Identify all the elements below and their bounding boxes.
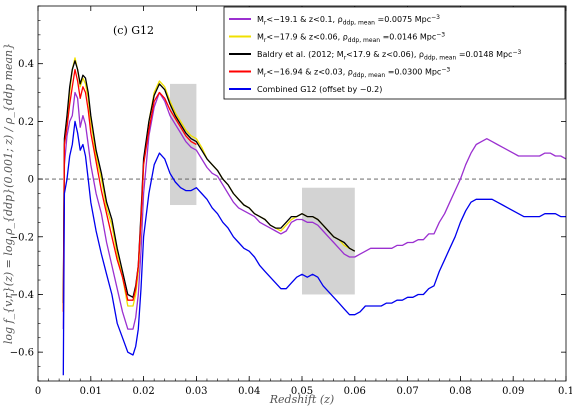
- series-line-1: [62, 91, 567, 330]
- series-line-5: [62, 120, 566, 376]
- x-tick-label: 0.06: [344, 386, 366, 397]
- y-tick-label: 0.4: [18, 59, 34, 70]
- legend-label-1: Mr<−19.1 & z<0.1, ρddp, mean =0.0075 Mpc…: [257, 14, 440, 27]
- legend-label-4: Mr<−16.94 & z<0.03, ρddp, mean =0.0300 M…: [257, 67, 450, 80]
- x-tick-label: 0.08: [449, 386, 471, 397]
- shaded-region-1: [170, 83, 197, 206]
- x-tick-label: 0: [35, 386, 41, 397]
- series-layer: [62, 57, 567, 376]
- y-tick-label: −0.6: [10, 348, 34, 359]
- x-tick-label: 0.09: [502, 386, 524, 397]
- x-tick-label: 0.05: [291, 386, 313, 397]
- y-tick-label: −0.4: [10, 290, 34, 301]
- x-tick-label: 0.03: [185, 386, 207, 397]
- legend-box: [223, 6, 566, 100]
- y-tick-label: 0.2: [18, 117, 34, 128]
- x-tick-label: 0.01: [80, 386, 102, 397]
- legend-label-2: Mr<−17.9 & z<0.06, ρddp, mean =0.0146 Mp…: [257, 32, 445, 45]
- y-axis-label: log f_{v,r}(z) = log ρ_{ddp}(0.001; z) /…: [2, 43, 15, 344]
- series-line-4: [62, 68, 197, 312]
- x-tick-label: 0.07: [396, 386, 418, 397]
- x-axis-label: Redshift (z): [269, 393, 334, 406]
- legend-label-5: Combined G12 (offset by −0.2): [257, 85, 382, 94]
- x-tick-label: 0.02: [132, 386, 154, 397]
- legend-label-3: Baldry et al. (2012; Mr<17.9 & z<0.06), …: [257, 49, 521, 62]
- legend: Mr<−19.1 & z<0.1, ρddp, mean =0.0075 Mpc…: [223, 6, 566, 100]
- series-line-3: [62, 60, 356, 304]
- x-tick-label: 0.04: [238, 386, 260, 397]
- y-tick-label: 0: [28, 175, 34, 186]
- shaded-region-2: [302, 187, 355, 295]
- axis-ticks: 0 0.01 0.02 0.03 0.04 0.05 0.06 0.07 0.08 0.09 0.1…: [10, 5, 572, 397]
- y-tick-label: −0.2: [10, 232, 34, 243]
- shaded-regions: [170, 83, 355, 295]
- x-tick-label: 0.1: [558, 386, 572, 397]
- panel-title: (c) G12: [113, 24, 154, 37]
